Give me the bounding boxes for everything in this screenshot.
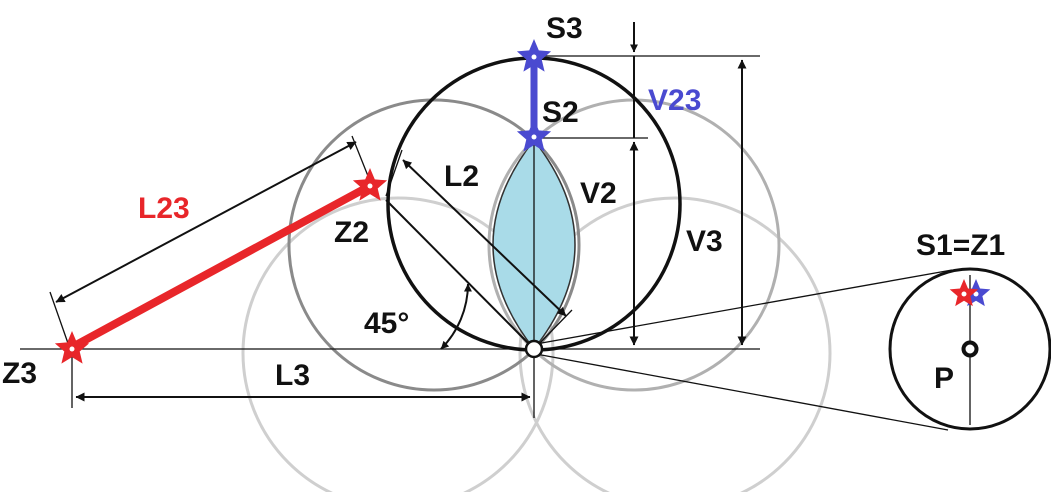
label-s1-z1: S1=Z1 [916, 229, 1005, 262]
label-s2: S2 [542, 96, 579, 129]
label-l3: L3 [275, 359, 310, 392]
label-l23: L23 [138, 192, 190, 225]
label-v2: V2 [580, 177, 617, 210]
label-l2: L2 [444, 160, 479, 193]
l2-dimension [402, 159, 567, 317]
l23-red-bar [72, 184, 370, 349]
z2-radius-line [385, 199, 535, 350]
l23-ext-left [49, 291, 71, 350]
star-icon-z2-center [367, 183, 373, 189]
label-z3: Z3 [2, 357, 37, 390]
star-icon-z3-center [69, 346, 75, 352]
label-v3: V3 [686, 225, 723, 258]
lower-right-circle [518, 196, 832, 492]
star-icon-s3-center [531, 54, 537, 60]
label-s3: S3 [546, 12, 583, 45]
label-angle: 45° [364, 307, 409, 340]
label-z2: Z2 [334, 216, 369, 249]
l23-dimension [55, 141, 357, 303]
star-icon-s2-center [531, 134, 537, 140]
label-v23: V23 [648, 84, 701, 117]
magnifier-tangent-upper [535, 269, 953, 345]
pivot-ring-icon [524, 339, 544, 359]
star-icon-z1-red-center [961, 291, 967, 297]
magnifier-pivot-ring-icon [961, 340, 979, 358]
label-p: P [934, 362, 954, 395]
magnifier-tangent-lower [535, 353, 949, 431]
star-icon-s1-blue-center [973, 291, 979, 297]
l2-ext-upper [385, 149, 403, 197]
lower-left-circle [241, 196, 555, 492]
angle-arc [440, 283, 472, 350]
